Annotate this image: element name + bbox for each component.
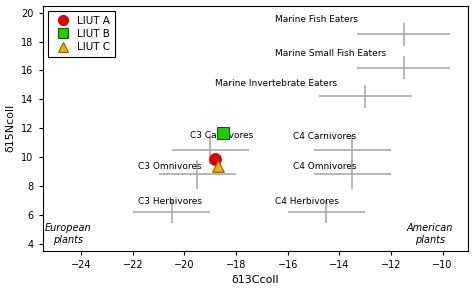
Text: Marine Small Fish Eaters: Marine Small Fish Eaters [275, 49, 386, 58]
Text: C4 Omnivores: C4 Omnivores [293, 162, 356, 171]
X-axis label: δ13Ccoll: δ13Ccoll [232, 276, 279, 285]
Text: C3 Omnivores: C3 Omnivores [138, 162, 201, 171]
Text: Marine Fish Eaters: Marine Fish Eaters [275, 15, 358, 24]
Point [214, 164, 222, 168]
Text: C3 Herbivores: C3 Herbivores [138, 197, 202, 206]
Text: Marine Invertebrate Eaters: Marine Invertebrate Eaters [216, 79, 337, 88]
Y-axis label: δ15Ncoll: δ15Ncoll [6, 104, 16, 152]
Text: C4 Carnivores: C4 Carnivores [293, 132, 356, 141]
Text: American
plants: American plants [407, 223, 453, 245]
Point [219, 130, 227, 135]
Text: C3 Carnivores: C3 Carnivores [190, 131, 253, 140]
Text: C4 Herbivores: C4 Herbivores [275, 197, 339, 206]
Legend: LIUT A, LIUT B, LIUT C: LIUT A, LIUT B, LIUT C [48, 11, 115, 57]
Text: European
plants: European plants [45, 223, 91, 245]
Point [212, 156, 219, 161]
